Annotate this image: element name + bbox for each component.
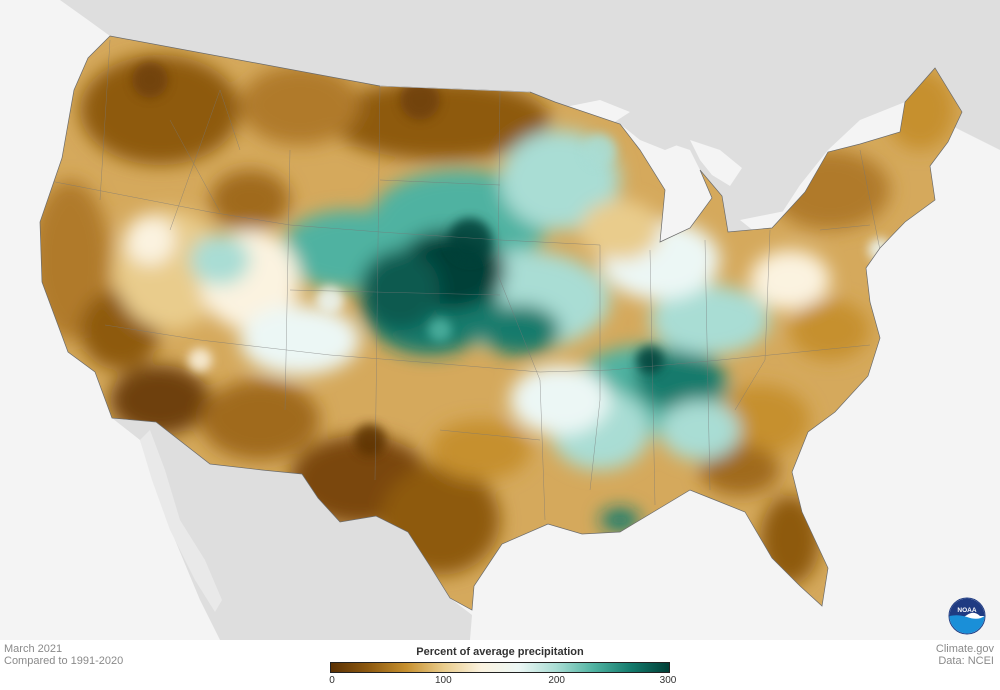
noaa-logo-text: NOAA [957,607,976,614]
map-date: March 2021 [4,643,63,655]
state-borders [44,39,881,521]
source-site: Climate.gov [935,643,994,655]
map-baseline: Compared to 1991-2020 [4,655,124,667]
surrounding-land [60,0,1000,640]
noaa-logo-icon: NOAA [948,597,986,635]
legend-tick-label: 0 [329,675,335,686]
legend-color-bar [330,662,670,673]
map-metadata: March 2021 Compared to 1991-2020 [4,643,123,667]
legend-tick-label: 200 [548,675,565,686]
data-source: Data: NCEI [938,655,994,667]
legend-tick-label: 300 [659,675,677,686]
precipitation-map [39,0,1000,640]
country-borders [379,85,531,93]
legend-title: Percent of average precipitation [416,646,584,658]
legend-tick-label: 100 [434,675,452,686]
credits: Climate.gov Data: NCEI [936,643,994,667]
map-footer: March 2021 Compared to 1991-2020 Percent… [0,640,1000,690]
